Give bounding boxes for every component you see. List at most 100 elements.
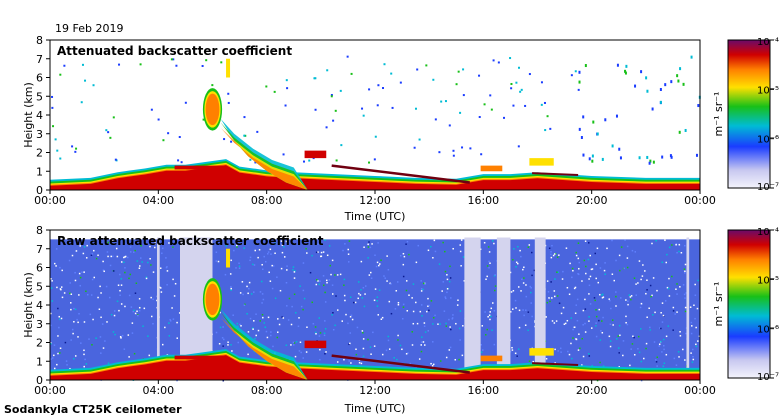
sparse-echo	[303, 160, 306, 163]
x-tick-label: 00:00	[684, 194, 716, 207]
noise-speck	[159, 287, 162, 289]
sparse-echo	[677, 79, 680, 83]
noise-speck	[685, 292, 688, 294]
noise-speck	[176, 337, 178, 339]
x-tick-label: 04:00	[142, 194, 174, 207]
cloud-base-line	[331, 164, 470, 184]
noise-speck	[286, 305, 288, 307]
noise-speck	[411, 344, 414, 346]
noise-speck	[113, 310, 116, 312]
noise-speck	[331, 284, 334, 286]
x-tick-label: 16:00	[467, 384, 499, 397]
noise-speck	[219, 311, 221, 314]
noise-speck	[360, 362, 363, 365]
sparse-echo	[524, 104, 527, 107]
noise-speck	[518, 309, 521, 312]
noise-speck	[445, 356, 448, 359]
raw-backscatter-field	[50, 237, 702, 382]
sparse-echo	[588, 157, 591, 161]
noise-speck	[258, 249, 261, 251]
noise-speck	[491, 329, 493, 331]
noise-speck	[136, 260, 139, 262]
noise-speck	[372, 331, 374, 334]
noise-speck	[74, 271, 76, 274]
noise-speck	[683, 272, 686, 274]
noise-speck	[406, 240, 409, 243]
x-tick-label: 12:00	[359, 384, 391, 397]
noise-speck	[312, 322, 315, 325]
noise-speck	[120, 337, 122, 339]
noise-speck	[588, 278, 590, 280]
noise-speck	[288, 297, 291, 300]
noise-speck	[336, 361, 339, 363]
noise-speck	[287, 244, 289, 246]
noise-speck	[82, 252, 85, 255]
noise-speck	[120, 278, 123, 280]
noise-speck	[154, 243, 156, 245]
noise-speck	[161, 247, 164, 250]
noise-speck	[485, 278, 487, 281]
noise-speck	[335, 295, 337, 297]
sparse-echo	[695, 153, 698, 157]
noise-speck	[306, 252, 308, 254]
noise-speck	[676, 311, 678, 313]
noise-speck	[619, 334, 621, 337]
noise-speck	[608, 335, 611, 338]
noise-speck	[671, 275, 673, 278]
sparse-echo	[177, 159, 180, 162]
sparse-echo	[399, 81, 402, 84]
noise-speck	[684, 244, 686, 247]
noise-speck	[574, 286, 577, 289]
noise-speck	[323, 332, 326, 334]
noise-speck	[91, 344, 93, 346]
sparse-echo	[178, 136, 181, 139]
noise-speck	[593, 297, 596, 299]
noise-speck	[418, 358, 421, 360]
noise-speck	[444, 296, 447, 298]
sparse-echo	[416, 68, 419, 71]
sparse-echo	[284, 104, 287, 107]
noise-speck	[611, 319, 614, 321]
noise-speck	[523, 277, 525, 279]
noise-speck	[238, 265, 241, 268]
noise-speck	[238, 262, 240, 265]
noise-speck	[399, 254, 402, 257]
panel-title: Raw attenuated backscatter coefficient	[57, 234, 324, 248]
noise-speck	[679, 335, 682, 337]
noise-speck	[493, 289, 496, 292]
data-gap	[156, 237, 160, 380]
noise-speck	[646, 289, 648, 291]
noise-speck	[285, 240, 288, 243]
noise-speck	[684, 297, 686, 299]
noise-speck	[684, 306, 687, 309]
noise-speck	[259, 291, 262, 293]
noise-speck	[412, 283, 415, 285]
sparse-echo	[611, 144, 614, 148]
noise-speck	[292, 344, 295, 346]
noise-speck	[61, 269, 63, 272]
noise-speck	[459, 339, 461, 341]
noise-speck	[690, 352, 692, 354]
noise-speck	[663, 345, 665, 347]
noise-speck	[240, 325, 242, 327]
noise-speck	[271, 264, 273, 267]
noise-speck	[90, 294, 93, 296]
noise-speck	[640, 328, 642, 330]
sparse-echo	[243, 134, 246, 137]
noise-speck	[311, 254, 313, 257]
noise-speck	[112, 270, 115, 272]
noise-speck	[684, 270, 686, 273]
noise-speck	[518, 326, 521, 329]
noise-speck	[598, 308, 600, 311]
noise-speck	[283, 246, 285, 248]
sparse-echo	[330, 93, 333, 96]
noise-speck	[131, 322, 134, 324]
noise-speck	[124, 267, 126, 269]
sparse-echo	[577, 88, 580, 91]
noise-speck	[533, 269, 536, 272]
noise-speck	[420, 341, 423, 343]
noise-speck	[230, 289, 232, 291]
noise-speck	[100, 292, 102, 294]
noise-speck	[509, 271, 512, 274]
noise-speck	[676, 293, 678, 295]
